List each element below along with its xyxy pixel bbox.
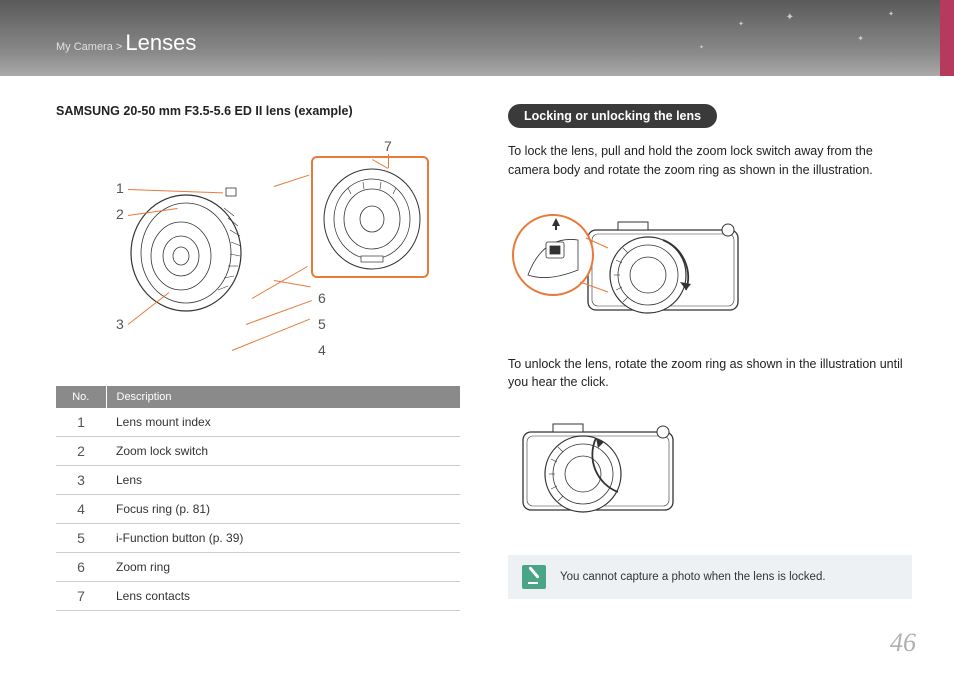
table-row: 2Zoom lock switch (56, 437, 460, 466)
callout-num-2: 2 (116, 206, 124, 222)
table-row: 7Lens contacts (56, 582, 460, 611)
lock-illustration (508, 200, 758, 330)
lens-diagram: 1 2 3 7 6 5 4 (56, 138, 436, 368)
callout-num-5: 5 (318, 316, 326, 332)
unlock-instruction-text: To unlock the lens, rotate the zoom ring… (508, 355, 912, 393)
note-box: You cannot capture a photo when the lens… (508, 555, 912, 599)
content-area: SAMSUNG 20-50 mm F3.5-5.6 ED II lens (ex… (0, 76, 954, 611)
callout-num-1: 1 (116, 180, 124, 196)
table-header-desc: Description (106, 386, 460, 408)
callout-num-3: 3 (116, 316, 124, 332)
note-text: You cannot capture a photo when the lens… (560, 571, 826, 583)
parts-table: No. Description 1Lens mount index 2Zoom … (56, 386, 460, 611)
parts-table-body: 1Lens mount index 2Zoom lock switch 3Len… (56, 408, 460, 611)
table-row: 4Focus ring (p. 81) (56, 495, 460, 524)
note-icon (522, 565, 546, 589)
unlock-illustration (508, 412, 688, 522)
left-column: SAMSUNG 20-50 mm F3.5-5.6 ED II lens (ex… (56, 104, 460, 611)
mount-detail-box (311, 156, 429, 278)
callout-num-6: 6 (318, 290, 326, 306)
page-number: 46 (890, 628, 916, 658)
page-header: ✦ ✦ ✦ ✦ ✦ My Camera > Lenses (0, 0, 954, 76)
table-header-no: No. (56, 386, 106, 408)
page-title: Lenses (125, 30, 196, 55)
breadcrumb: My Camera > Lenses (56, 30, 954, 56)
mount-detail-illustration (313, 158, 431, 280)
table-row: 5i-Function button (p. 39) (56, 524, 460, 553)
callout-num-4: 4 (318, 342, 326, 358)
table-row: 6Zoom ring (56, 553, 460, 582)
lens-example-heading: SAMSUNG 20-50 mm F3.5-5.6 ED II lens (ex… (56, 104, 460, 118)
lock-instruction-text: To lock the lens, pull and hold the zoom… (508, 142, 912, 180)
breadcrumb-prefix: My Camera > (56, 41, 125, 53)
table-row: 3Lens (56, 466, 460, 495)
callout-num-7: 7 (384, 138, 392, 154)
section-pill: Locking or unlocking the lens (508, 104, 717, 128)
table-row: 1Lens mount index (56, 408, 460, 437)
right-column: Locking or unlocking the lens To lock th… (508, 104, 912, 611)
